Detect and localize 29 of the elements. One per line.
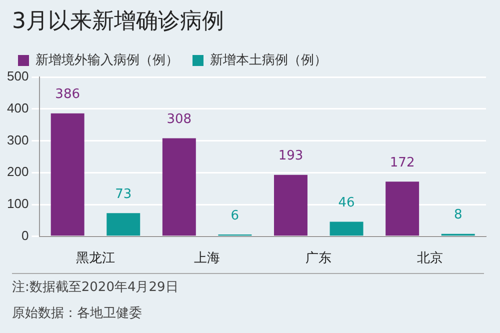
y-tick-label: 400 bbox=[6, 100, 29, 116]
x-tick-label: 上海 bbox=[194, 250, 220, 265]
legend-label: 新增本土病例（例） bbox=[210, 52, 327, 68]
y-tick-label: 300 bbox=[6, 132, 29, 148]
y-tick-label: 200 bbox=[6, 164, 29, 180]
data-label: 46 bbox=[338, 196, 355, 211]
y-tick-label: 500 bbox=[6, 68, 29, 84]
data-label: 172 bbox=[390, 155, 415, 170]
data-label: 73 bbox=[115, 187, 132, 202]
y-tick-label: 100 bbox=[6, 196, 29, 212]
chart-title: 3月以来新增确诊病例 bbox=[12, 8, 224, 36]
bar bbox=[274, 174, 308, 236]
data-label: 308 bbox=[166, 112, 192, 128]
x-tick-label: 广东 bbox=[306, 250, 332, 265]
bar bbox=[162, 138, 196, 236]
y-tick-label: 0 bbox=[21, 228, 29, 243]
data-label: 386 bbox=[55, 87, 80, 102]
text: 注:数据截至2020年4月29日 bbox=[12, 279, 180, 297]
bar bbox=[106, 213, 140, 236]
data-label: 8 bbox=[454, 208, 462, 223]
legend-label: 新增境外输入病例（例） bbox=[36, 52, 178, 68]
bar bbox=[330, 222, 364, 236]
text: 原始数据：各地卫健委 bbox=[12, 305, 143, 323]
x-tick-label: 北京 bbox=[417, 250, 444, 265]
x-tick-label: 黑龙江 bbox=[76, 250, 115, 265]
data-label: 6 bbox=[230, 208, 240, 224]
bar bbox=[50, 113, 84, 236]
data-label: 193 bbox=[278, 148, 304, 164]
bar bbox=[386, 182, 420, 236]
